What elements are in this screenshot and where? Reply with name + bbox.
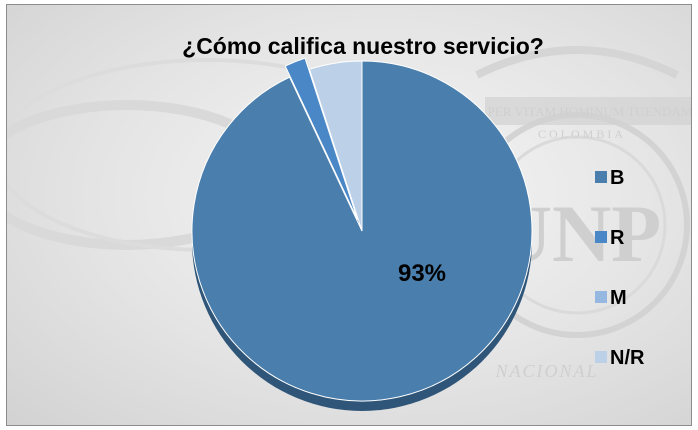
legend-swatch-n-r	[595, 351, 607, 363]
legend-swatch-r	[595, 231, 607, 243]
watermark-motto: PER VITAM HOMINUM TUENDAM	[488, 104, 692, 119]
pie-chart: PER VITAM HOMINUM TUENDAM COLOMBIA UNP N…	[7, 33, 692, 411]
legend-swatch-m	[595, 291, 607, 303]
chart-title: ¿Cómo califica nuestro servicio?	[182, 33, 544, 59]
legend: B R M N/R	[595, 167, 645, 369]
legend-label-r: R	[610, 227, 625, 249]
pie-data-labels: 93%	[398, 260, 446, 287]
watermark-country: COLOMBIA	[538, 127, 626, 141]
pie-slice-n-r	[308, 60, 363, 232]
watermark-band: NACIONAL	[494, 361, 598, 381]
pie-slices	[191, 57, 533, 402]
legend-label-n-r: N/R	[610, 347, 645, 369]
pie-slice-r	[284, 57, 359, 221]
legend-label-m: M	[610, 287, 627, 309]
legend-label-b: B	[610, 167, 624, 189]
pie-slice-b	[191, 60, 533, 402]
chart-area: PER VITAM HOMINUM TUENDAM COLOMBIA UNP N…	[6, 4, 692, 426]
legend-swatch-b	[595, 171, 607, 183]
data-label-b: 93%	[398, 260, 446, 287]
